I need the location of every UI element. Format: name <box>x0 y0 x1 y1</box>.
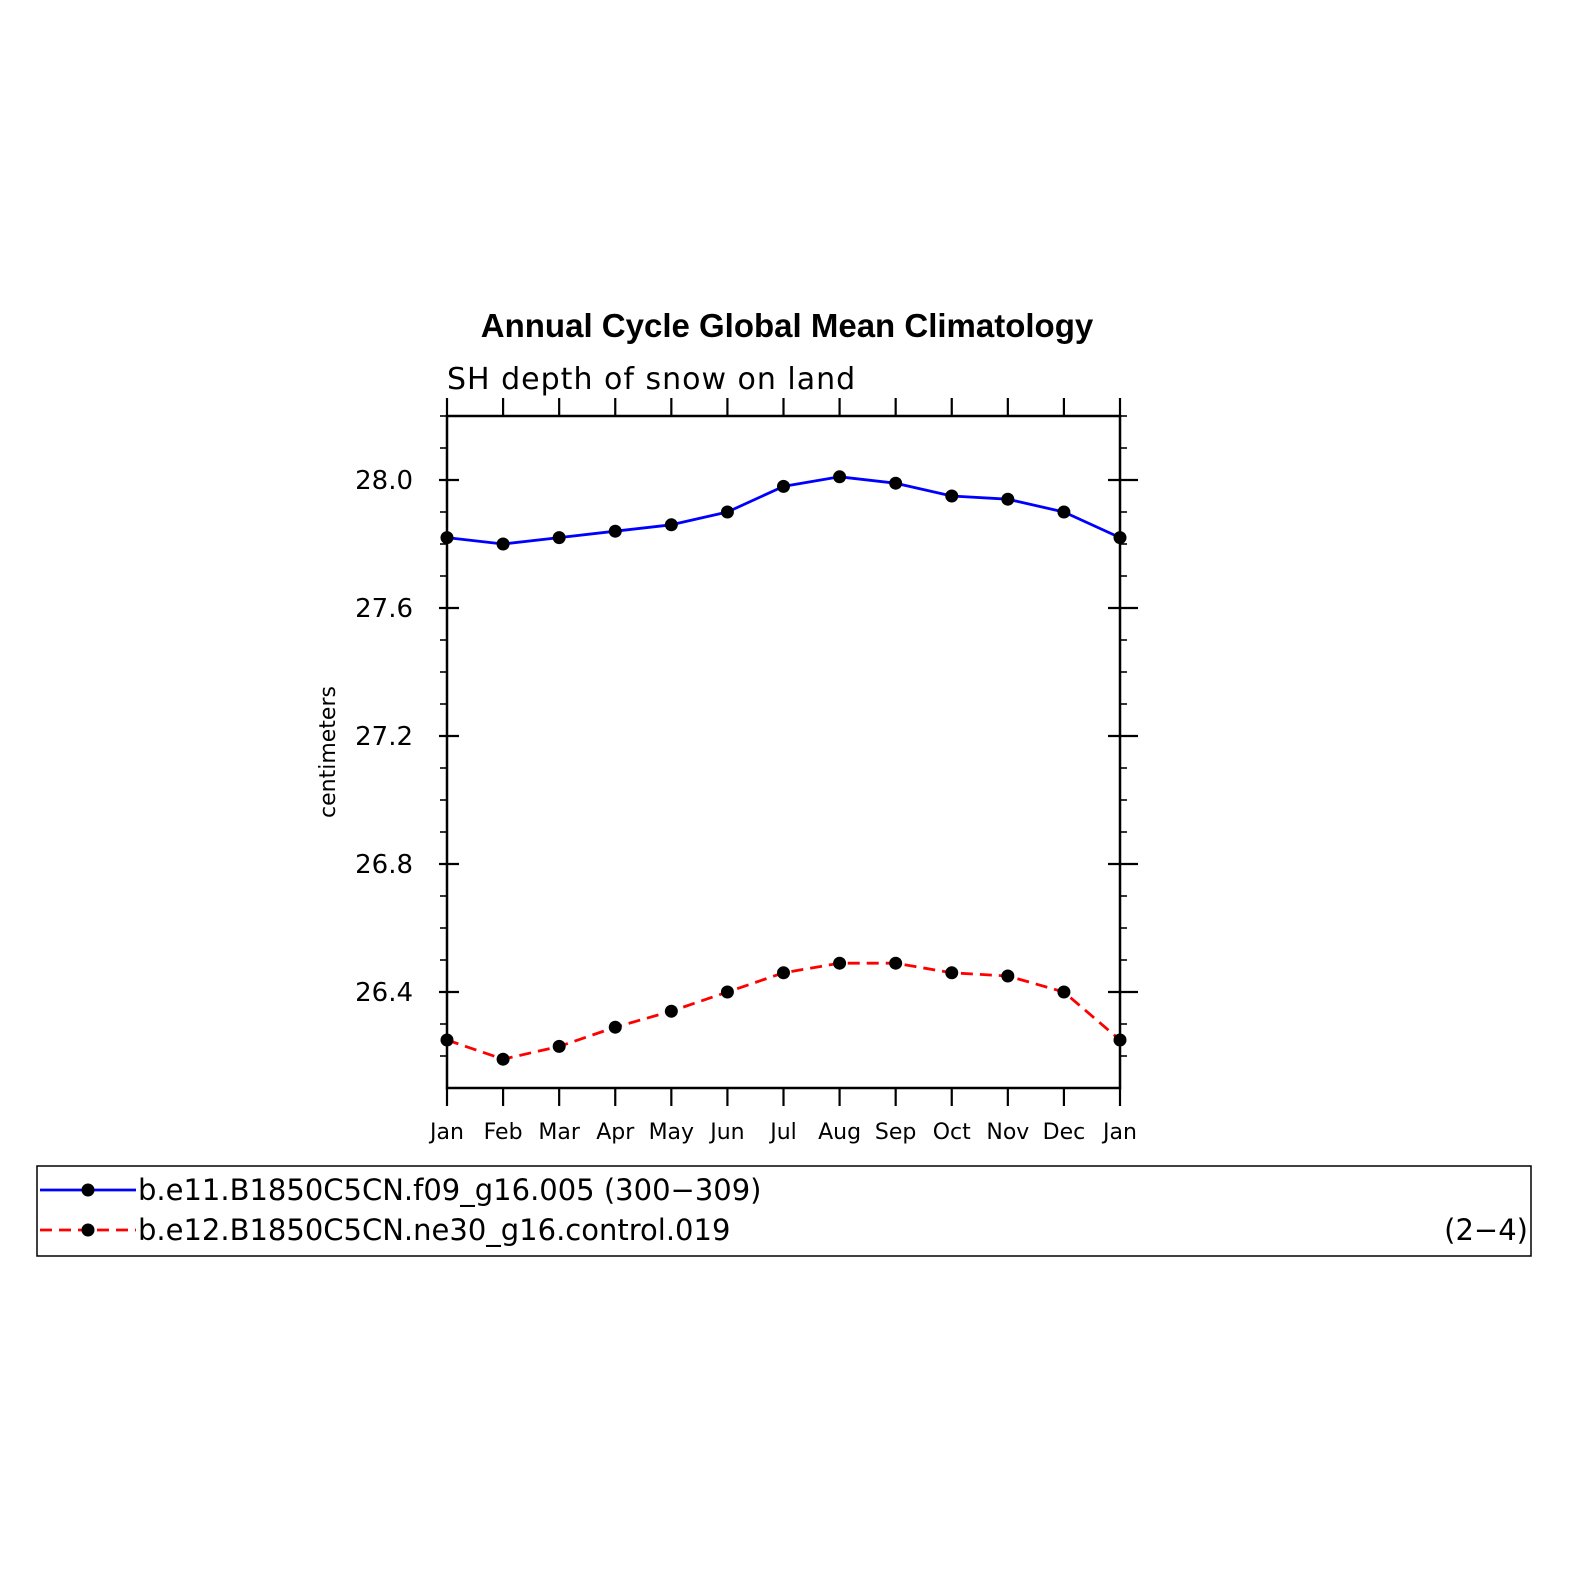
data-point <box>889 476 903 490</box>
x-tick-label: Apr <box>596 1120 635 1145</box>
y-tick-label: 26.4 <box>355 978 413 1008</box>
data-point <box>552 531 566 545</box>
x-tick-label: Jul <box>768 1120 797 1145</box>
data-point <box>664 1004 678 1018</box>
legend-frame <box>36 1165 1532 1257</box>
data-point <box>1113 1033 1127 1047</box>
data-point <box>833 956 847 970</box>
data-point <box>1057 985 1071 999</box>
legend-marker <box>81 1183 95 1197</box>
data-point <box>777 479 790 493</box>
data-point <box>1001 492 1015 506</box>
x-tick-label: Nov <box>986 1120 1029 1145</box>
data-point <box>608 524 622 538</box>
x-tick-label: Jan <box>428 1120 464 1145</box>
data-point <box>777 966 790 980</box>
data-point <box>440 531 454 545</box>
x-tick-label: Sep <box>875 1120 916 1145</box>
y-axis-label: centimeters <box>316 686 341 818</box>
x-tick-label: Dec <box>1043 1120 1086 1145</box>
x-tick-label: Mar <box>538 1120 580 1145</box>
y-tick-label: 26.8 <box>355 850 413 880</box>
data-point <box>833 470 847 484</box>
legend-label-1: b.e11.B1850C5CN.f09_g16.005 (300−309) <box>138 1173 762 1207</box>
data-point <box>1057 505 1071 519</box>
data-point <box>496 537 510 551</box>
chart-title: Annual Cycle Global Mean Climatology <box>481 307 1094 344</box>
axis-ticks <box>439 398 1138 1106</box>
legend-marker <box>81 1223 95 1237</box>
y-tick-labels: 26.4 26.8 27.2 27.6 28.0 <box>355 466 413 1008</box>
y-tick-label: 27.2 <box>355 722 413 752</box>
data-point <box>1001 969 1015 983</box>
data-point <box>720 985 734 999</box>
plot-frame <box>445 414 1122 1090</box>
x-tick-label: May <box>649 1120 694 1145</box>
legend: b.e11.B1850C5CN.f09_g16.005 (300−309) b.e… <box>36 1165 1532 1257</box>
data-point <box>552 1039 566 1053</box>
data-point <box>720 505 734 519</box>
x-tick-label: Oct <box>933 1120 971 1145</box>
data-point <box>945 966 959 980</box>
x-tick-label: Jun <box>708 1120 744 1145</box>
legend-suffix-2: (2−4) <box>1444 1213 1528 1247</box>
data-point <box>1113 531 1127 545</box>
data-point <box>945 489 959 503</box>
y-tick-label: 28.0 <box>355 466 413 496</box>
data-point <box>889 956 903 970</box>
data-point <box>608 1020 622 1034</box>
chart-subtitle: SH depth of snow on land <box>447 362 856 397</box>
x-tick-label: Feb <box>484 1120 523 1145</box>
data-point <box>440 1033 454 1047</box>
data-point <box>664 518 678 532</box>
series-layer <box>440 470 1127 1066</box>
y-tick-label: 27.6 <box>355 594 413 624</box>
x-tick-label: Jan <box>1101 1120 1137 1145</box>
legend-label-2: b.e12.B1850C5CN.ne30_g16.control.019 <box>138 1213 730 1247</box>
x-tick-label: Aug <box>818 1120 861 1145</box>
data-point <box>496 1052 510 1066</box>
x-tick-labels: Jan Feb Mar Apr May Jun Jul Aug Sep Oct Nov Dec Jan <box>428 1120 1137 1145</box>
legend-items: b.e11.B1850C5CN.f09_g16.005 (300−309) b.e… <box>40 1173 1528 1247</box>
